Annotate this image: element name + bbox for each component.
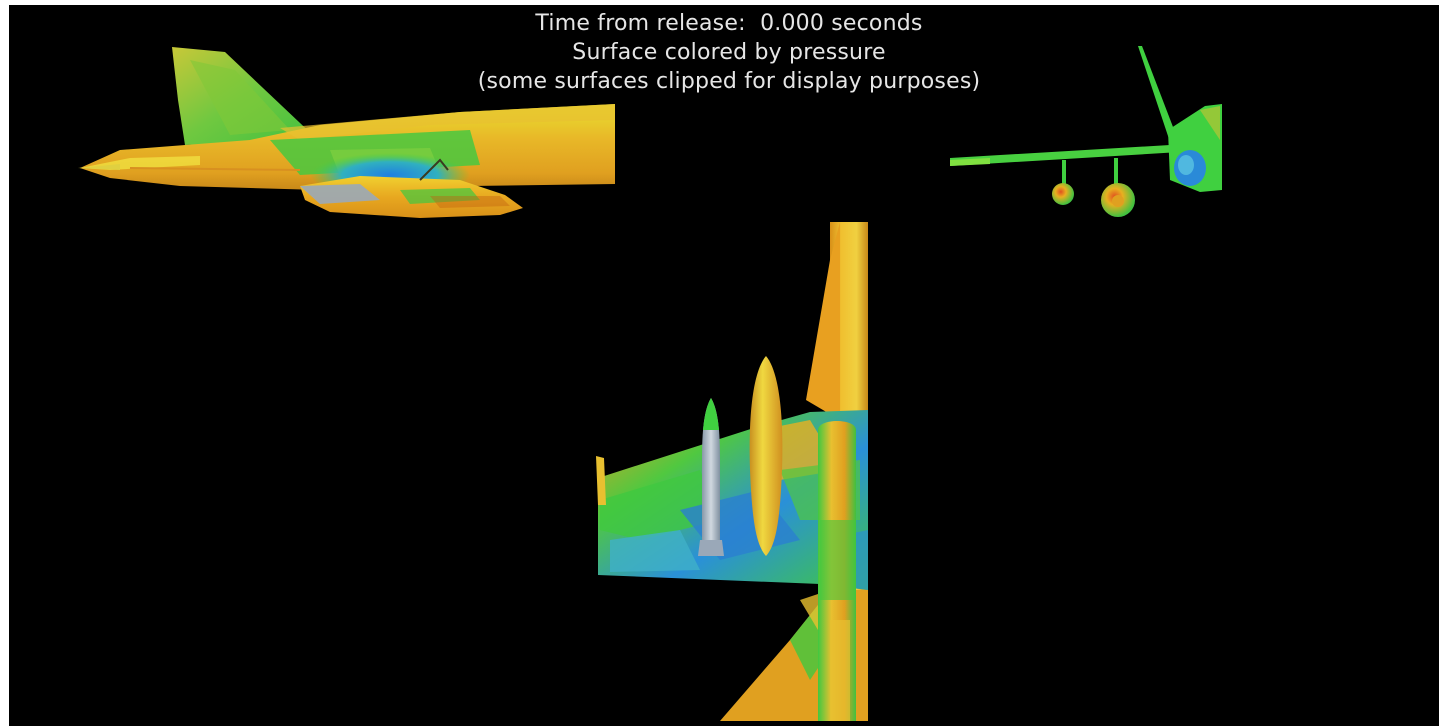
render-viewport: Time from release: 0.000 seconds Surface… — [9, 5, 1439, 726]
caption-line-note: (some surfaces clipped for display purpo… — [477, 69, 981, 94]
side-view — [78, 47, 615, 218]
front-view — [950, 46, 1222, 217]
top-view — [596, 222, 868, 721]
caption-line-coloring: Surface colored by pressure — [572, 40, 886, 65]
caption: Time from release: 0.000 seconds Surface… — [9, 9, 1439, 96]
caption-line-time: Time from release: 0.000 seconds — [535, 11, 923, 36]
